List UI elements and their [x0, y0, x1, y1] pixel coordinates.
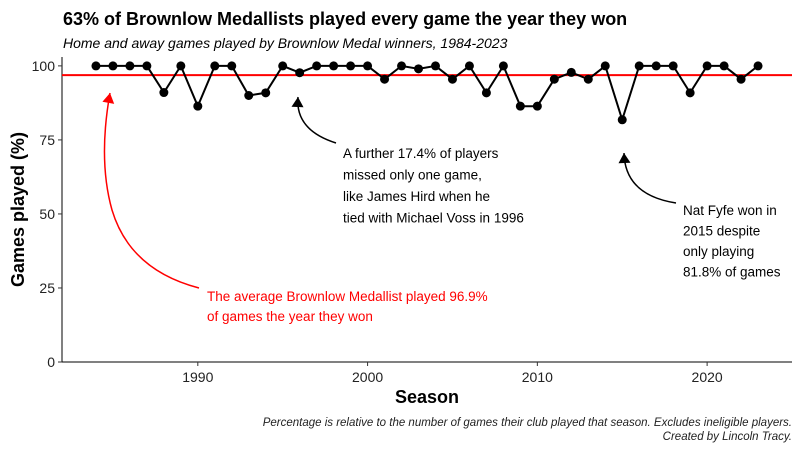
series-line: [96, 63, 759, 124]
annotation: Nat Fyfe won in 2015 despite only playing 8…: [618, 152, 781, 280]
data-point: [481, 88, 491, 98]
data-point: [634, 61, 644, 71]
data-point: [583, 74, 593, 84]
annotation-arrowhead: [102, 93, 115, 104]
data-point: [532, 101, 542, 111]
annotation-arrow: [297, 96, 337, 144]
data-point: [227, 61, 237, 71]
data-point: [430, 61, 440, 71]
data-point: [91, 61, 101, 71]
y-tick-label: 25: [39, 280, 55, 296]
data-point: [108, 61, 118, 71]
annotation-text: only playing: [683, 244, 754, 259]
annotation-text: 81.8% of games: [683, 265, 781, 280]
data-point: [210, 61, 220, 71]
annotation-text: like James Hird when he: [343, 189, 490, 204]
axes: [61, 57, 792, 363]
annotation-text: The average Brownlow Medallist played 96…: [207, 289, 488, 304]
annotation-arrowhead: [618, 153, 631, 164]
data-point: [498, 61, 508, 71]
data-point: [244, 90, 254, 100]
x-ticks: 1990 2000 2010 2020: [182, 362, 723, 385]
data-point: [159, 88, 169, 98]
data-point: [447, 74, 457, 84]
annotation-arrowhead: [291, 97, 304, 108]
data-points: [91, 61, 763, 125]
annotation-text: missed only one game,: [343, 168, 482, 183]
data-point: [515, 101, 525, 111]
data-point: [125, 61, 135, 71]
annotation-text: of games the year they won: [207, 309, 373, 324]
annotation-text: 2015 despite: [683, 224, 760, 239]
data-point: [397, 61, 407, 71]
y-tick-label: 100: [32, 58, 56, 74]
chart-subtitle: Home and away games played by Brownlow M…: [63, 35, 508, 51]
y-tick-label: 0: [47, 354, 55, 370]
data-point: [464, 61, 474, 71]
caption-line-1: Percentage is relative to the number of …: [263, 417, 792, 429]
annotation-text: Nat Fyfe won in: [683, 203, 777, 218]
data-point: [363, 61, 373, 71]
annotations: A further 17.4% of players missed only on…: [102, 92, 781, 324]
x-tick-label: 2020: [692, 369, 723, 385]
x-tick-label: 2010: [522, 369, 553, 385]
data-point: [719, 61, 729, 71]
data-point: [566, 67, 576, 77]
y-tick-label: 75: [39, 132, 55, 148]
data-point: [329, 61, 339, 71]
data-point: [142, 61, 152, 71]
data-point: [668, 61, 678, 71]
data-point: [261, 88, 271, 98]
annotation-arrow: [103, 92, 200, 289]
data-point: [736, 74, 746, 84]
data-point: [753, 61, 763, 71]
x-axis-title: Season: [395, 387, 459, 407]
data-point: [549, 74, 559, 84]
chart-title: 63% of Brownlow Medallists played every …: [63, 9, 627, 29]
annotation-arrow: [623, 152, 677, 204]
data-point: [651, 61, 661, 71]
data-point: [380, 74, 390, 84]
annotation: The average Brownlow Medallist played 96…: [102, 92, 488, 324]
annotation: A further 17.4% of players missed only on…: [291, 96, 524, 226]
data-point: [685, 88, 695, 98]
data-point: [176, 61, 186, 71]
data-point: [346, 61, 356, 71]
data-point: [702, 61, 712, 71]
data-point: [414, 64, 424, 74]
y-ticks: 0 25 50 75 100: [32, 58, 62, 370]
data-point: [295, 68, 305, 78]
data-point: [600, 61, 610, 71]
x-tick-label: 1990: [182, 369, 213, 385]
annotation-text: A further 17.4% of players: [343, 146, 499, 161]
y-axis-title: Games played (%): [8, 132, 28, 287]
annotation-text: tied with Michael Voss in 1996: [343, 211, 524, 226]
data-point: [617, 115, 627, 125]
data-point: [312, 61, 322, 71]
y-tick-label: 50: [39, 206, 55, 222]
caption-line-2: Created by Lincoln Tracy.: [663, 431, 792, 443]
x-tick-label: 2000: [352, 369, 383, 385]
data-point: [193, 101, 203, 111]
data-point: [278, 61, 288, 71]
